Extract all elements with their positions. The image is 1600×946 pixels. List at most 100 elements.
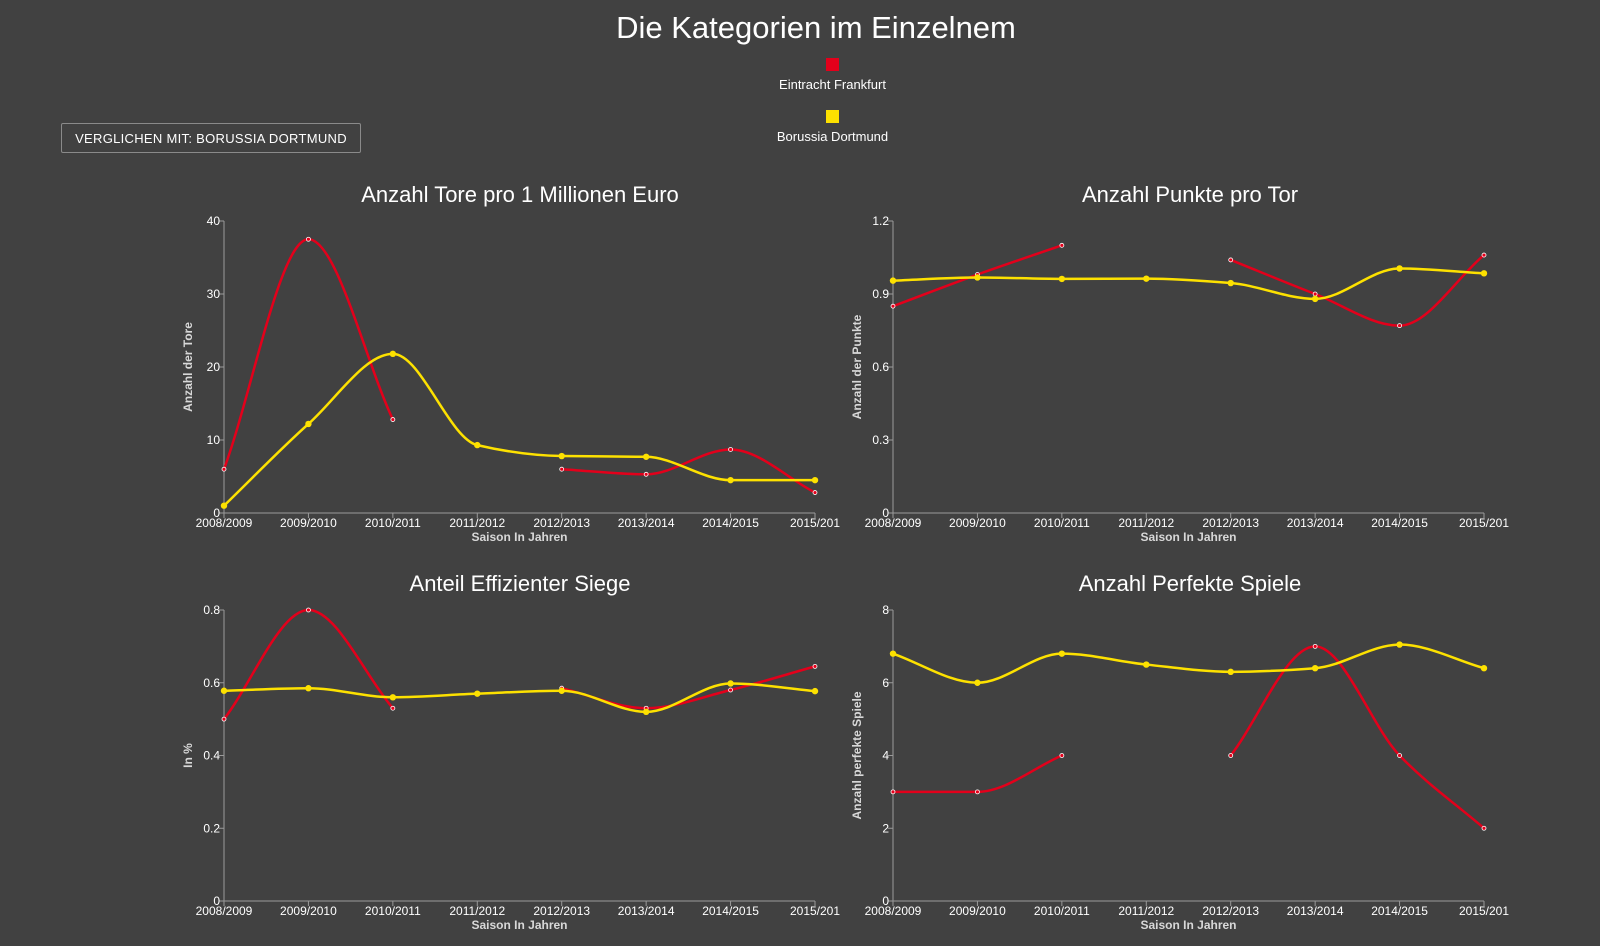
x-tick-label: 2014/2015: [1371, 516, 1428, 530]
y-tick-label: 40: [207, 214, 221, 228]
data-point-borussia-dortmund[interactable]: [1227, 668, 1234, 676]
y-tick-label: 2: [882, 821, 889, 835]
data-point-borussia-dortmund[interactable]: [389, 694, 397, 701]
data-point-eintracht-frankfurt[interactable]: [728, 447, 733, 452]
x-axis-title: Saison In Jahren: [471, 918, 567, 932]
data-point-eintracht-frankfurt[interactable]: [812, 663, 818, 669]
x-tick-label: 2014/2015: [702, 516, 759, 530]
data-point-borussia-dortmund[interactable]: [974, 679, 981, 686]
data-point-eintracht-frankfurt[interactable]: [390, 705, 396, 711]
x-tick-label: 2009/2010: [280, 904, 337, 918]
x-tick-label: 2014/2015: [702, 904, 759, 918]
y-tick-label: 6: [882, 676, 889, 690]
data-point-eintracht-frankfurt[interactable]: [1228, 753, 1234, 758]
chart-title-perfect-games: Anzahl Perfekte Spiele: [1078, 571, 1302, 596]
x-tick-label: 2008/2009: [865, 516, 922, 530]
data-point-borussia-dortmund[interactable]: [1396, 265, 1403, 272]
data-point-eintracht-frankfurt[interactable]: [890, 789, 896, 795]
data-point-borussia-dortmund[interactable]: [1480, 270, 1488, 277]
data-point-eintracht-frankfurt[interactable]: [221, 466, 227, 472]
x-tick-label: 2015/201: [1459, 516, 1509, 530]
x-tick-label: 2010/2011: [365, 516, 421, 530]
y-tick-label: 1.2: [872, 214, 889, 228]
data-point-borussia-dortmund[interactable]: [727, 680, 734, 687]
data-point-borussia-dortmund[interactable]: [974, 274, 981, 281]
data-point-borussia-dortmund[interactable]: [1396, 641, 1403, 648]
data-point-eintracht-frankfurt[interactable]: [1228, 257, 1234, 263]
x-axis-title: Saison In Jahren: [471, 530, 567, 544]
legend: Eintracht Frankfurt Borussia Dortmund: [740, 56, 925, 160]
x-tick-label: 2015/201: [790, 516, 840, 530]
data-point-borussia-dortmund[interactable]: [1143, 661, 1150, 668]
data-point-borussia-dortmund[interactable]: [1058, 650, 1066, 657]
data-point-borussia-dortmund[interactable]: [1058, 275, 1066, 283]
data-point-borussia-dortmund[interactable]: [889, 277, 897, 284]
x-axis-title: Saison In Jahren: [1140, 530, 1236, 544]
data-point-eintracht-frankfurt[interactable]: [390, 417, 396, 422]
data-point-borussia-dortmund[interactable]: [727, 476, 734, 484]
x-tick-label: 2008/2009: [865, 904, 922, 918]
data-point-borussia-dortmund[interactable]: [1311, 295, 1319, 303]
data-point-eintracht-frankfurt[interactable]: [306, 236, 311, 242]
data-point-borussia-dortmund[interactable]: [1311, 665, 1319, 672]
data-point-eintracht-frankfurt[interactable]: [1059, 753, 1065, 758]
data-point-eintracht-frankfurt[interactable]: [728, 687, 733, 693]
data-point-borussia-dortmund[interactable]: [1227, 279, 1234, 287]
data-point-eintracht-frankfurt[interactable]: [643, 471, 649, 477]
y-tick-label: 0.6: [872, 360, 889, 374]
data-point-eintracht-frankfurt[interactable]: [1397, 323, 1402, 329]
data-point-borussia-dortmund[interactable]: [889, 650, 897, 657]
x-tick-label: 2009/2010: [949, 516, 1006, 530]
data-point-eintracht-frankfurt[interactable]: [559, 466, 565, 472]
data-point-borussia-dortmund[interactable]: [558, 687, 565, 694]
data-point-borussia-dortmund[interactable]: [811, 476, 819, 484]
data-point-eintracht-frankfurt[interactable]: [1397, 753, 1402, 758]
data-point-eintracht-frankfurt[interactable]: [1481, 825, 1487, 831]
data-point-borussia-dortmund[interactable]: [220, 687, 228, 694]
legend-label-frankfurt: Eintracht Frankfurt: [779, 77, 886, 92]
page-title: Die Kategorien im Einzelnem: [616, 10, 1016, 45]
data-point-borussia-dortmund[interactable]: [1480, 665, 1488, 672]
x-tick-label: 2012/2013: [1202, 904, 1259, 918]
x-tick-label: 2014/2015: [1371, 904, 1428, 918]
y-tick-label: 0.4: [203, 749, 220, 763]
y-tick-label: 0: [882, 506, 889, 520]
data-point-eintracht-frankfurt[interactable]: [812, 490, 818, 495]
series-line-eintracht-frankfurt: [561, 448, 816, 494]
data-point-borussia-dortmund[interactable]: [305, 420, 312, 428]
data-point-borussia-dortmund[interactable]: [558, 452, 565, 460]
x-tick-label: 2011/2012: [1118, 904, 1174, 918]
data-point-eintracht-frankfurt[interactable]: [1059, 242, 1065, 248]
data-point-eintracht-frankfurt[interactable]: [306, 607, 311, 613]
data-point-eintracht-frankfurt[interactable]: [1481, 252, 1487, 258]
data-point-eintracht-frankfurt[interactable]: [221, 716, 227, 722]
chart-title-goals-per-million: Anzahl Tore pro 1 Millionen Euro: [361, 182, 679, 207]
series-line-eintracht-frankfurt: [893, 754, 1063, 794]
data-point-borussia-dortmund[interactable]: [220, 502, 228, 509]
legend-label-dortmund: Borussia Dortmund: [776, 129, 889, 144]
x-tick-label: 2011/2012: [1118, 516, 1174, 530]
data-point-borussia-dortmund[interactable]: [1143, 275, 1150, 282]
data-point-eintracht-frankfurt[interactable]: [890, 303, 896, 309]
x-tick-label: 2010/2011: [1034, 904, 1090, 918]
compare-team-button[interactable]: VERGLICHEN MIT: BORUSSIA DORTMUND: [61, 123, 361, 153]
data-point-borussia-dortmund[interactable]: [305, 685, 312, 692]
x-tick-label: 2013/2014: [1287, 516, 1344, 530]
x-tick-label: 2009/2010: [949, 904, 1006, 918]
data-point-borussia-dortmund[interactable]: [811, 687, 819, 695]
x-tick-label: 2011/2012: [449, 904, 505, 918]
data-point-borussia-dortmund[interactable]: [389, 350, 397, 358]
data-point-borussia-dortmund[interactable]: [474, 690, 481, 697]
data-point-borussia-dortmund[interactable]: [642, 453, 650, 460]
y-tick-label: 0.3: [872, 433, 889, 447]
y-tick-label: 20: [207, 360, 221, 374]
legend-item-frankfurt[interactable]: Eintracht Frankfurt: [740, 58, 925, 108]
legend-item-dortmund[interactable]: Borussia Dortmund: [740, 110, 925, 160]
data-point-borussia-dortmund[interactable]: [474, 441, 481, 449]
data-point-borussia-dortmund[interactable]: [642, 708, 650, 716]
y-tick-label: 0.2: [203, 821, 220, 835]
data-point-eintracht-frankfurt[interactable]: [975, 789, 980, 795]
x-tick-label: 2012/2013: [533, 904, 590, 918]
data-point-eintracht-frankfurt[interactable]: [1312, 643, 1318, 649]
